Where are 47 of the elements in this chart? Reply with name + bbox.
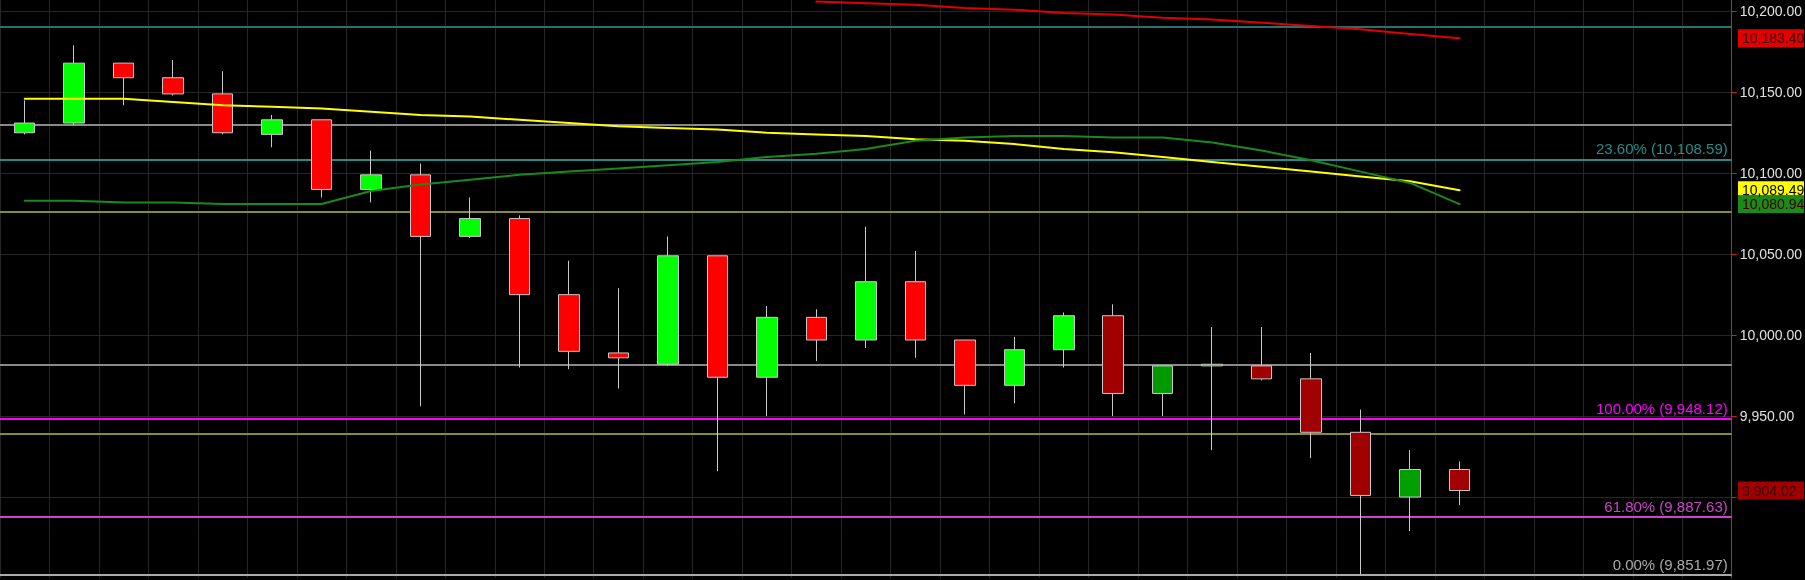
line-series (815, 0, 1461, 40)
y-tick-label: 10,100.00 (1739, 165, 1803, 182)
y-tick-label: 10,150.00 (1739, 84, 1803, 101)
candlestick (509, 214, 530, 369)
candlestick (1251, 326, 1272, 381)
text: 9,904.02 (1742, 482, 1797, 499)
candlestick (1449, 460, 1470, 506)
candlestick (459, 197, 481, 239)
candlestick (1399, 449, 1421, 532)
candlestick (1350, 409, 1371, 576)
text: 10,080.94 (1742, 196, 1805, 213)
candlestick (905, 250, 926, 359)
candlestick (954, 339, 976, 415)
candlestick (261, 114, 283, 148)
candlestick (113, 62, 134, 106)
candlestick (1201, 326, 1223, 451)
ref-line-label: 100.00% (9,948.12) (1595, 400, 1728, 418)
y-tick-label: 10,050.00 (1739, 246, 1803, 263)
line-series (23, 135, 1461, 206)
candlestick (212, 70, 233, 135)
candlestick (1152, 365, 1173, 417)
candlestick (855, 226, 877, 349)
candlestick (1004, 336, 1025, 404)
candlestick (657, 235, 679, 367)
ref-line-label: 61.80% (9,887.63) (1604, 498, 1728, 516)
candlestick (63, 44, 85, 126)
y-tick-label: 9,950.00 (1739, 408, 1795, 425)
candlestick (410, 163, 431, 407)
candlestick (1300, 352, 1322, 459)
ref-line-label: 23.60% (10,108.59) (1595, 140, 1728, 158)
candlestick (806, 308, 827, 362)
candlestick (558, 260, 580, 370)
y-tick-label: 10,200.00 (1739, 3, 1803, 20)
y-tick-label: 10,000.00 (1739, 327, 1803, 344)
ref-line-label: 0.00% (9,851.97) (1612, 555, 1728, 573)
text: 10,183.40 (1742, 30, 1805, 47)
text: 10,089.49 (1742, 182, 1805, 199)
candlestick (360, 150, 382, 203)
candlestick (608, 287, 629, 390)
line-series (23, 97, 1461, 192)
candlestick (756, 305, 778, 417)
candlestick (14, 99, 35, 135)
candlestick (311, 119, 332, 199)
candlestick (1102, 303, 1124, 417)
candlestick (162, 59, 184, 97)
candlestick (1053, 311, 1075, 369)
candlestick (707, 255, 728, 472)
